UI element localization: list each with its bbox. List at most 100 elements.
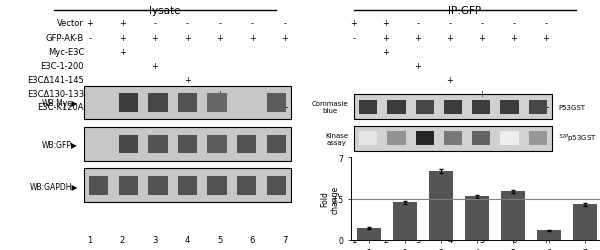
Text: lysate: lysate — [149, 6, 181, 16]
Text: Commasie
blue: Commasie blue — [311, 101, 348, 114]
Text: 5: 5 — [479, 236, 485, 244]
Bar — [538, 230, 560, 240]
Text: 3: 3 — [415, 236, 421, 244]
Bar — [500, 100, 519, 114]
Bar — [416, 100, 434, 114]
Bar — [89, 176, 109, 195]
Bar — [148, 176, 167, 195]
Bar — [387, 100, 406, 114]
Bar — [444, 100, 462, 114]
Bar — [466, 196, 488, 240]
Text: E3C-K120A: E3C-K120A — [38, 103, 84, 112]
Bar — [84, 86, 291, 120]
Bar — [472, 132, 490, 145]
Text: Myc-E3C: Myc-E3C — [47, 48, 84, 57]
Text: 6: 6 — [250, 236, 255, 244]
Text: -: - — [512, 19, 515, 28]
Bar — [394, 202, 416, 240]
Text: GFP-AK-B: GFP-AK-B — [46, 34, 84, 43]
Text: WB:GFP▶: WB:GFP▶ — [42, 140, 78, 149]
Text: -: - — [449, 19, 452, 28]
Bar — [119, 176, 138, 195]
Text: +: + — [383, 34, 389, 43]
Text: +: + — [383, 48, 389, 57]
Text: +: + — [511, 34, 517, 43]
Bar — [178, 94, 197, 112]
Bar — [416, 132, 434, 145]
Text: IP:GFP: IP:GFP — [448, 6, 482, 16]
Bar — [359, 132, 377, 145]
Text: -: - — [353, 34, 355, 43]
Text: 2: 2 — [120, 236, 125, 244]
Text: +: + — [415, 62, 421, 71]
Text: -: - — [416, 19, 419, 28]
Text: -: - — [154, 19, 157, 28]
Bar — [500, 132, 519, 145]
Bar — [529, 132, 547, 145]
Text: -: - — [251, 19, 254, 28]
Text: -: - — [284, 19, 287, 28]
Text: P53GST: P53GST — [558, 104, 585, 110]
Bar — [354, 95, 552, 120]
Text: -: - — [218, 19, 221, 28]
Bar — [178, 135, 197, 154]
Bar — [472, 100, 490, 114]
Bar — [358, 228, 381, 240]
Bar — [178, 176, 197, 195]
Text: +: + — [217, 34, 223, 43]
Text: +: + — [152, 34, 158, 43]
Text: +: + — [119, 48, 126, 57]
Bar — [502, 192, 524, 240]
Text: E3CΔ130-133: E3CΔ130-133 — [27, 89, 84, 98]
Bar — [354, 126, 552, 151]
Text: Kinase
assay: Kinase assay — [325, 132, 348, 145]
Bar — [148, 135, 167, 154]
Text: +: + — [542, 34, 550, 43]
Bar — [84, 169, 291, 202]
Text: 6: 6 — [511, 236, 517, 244]
Text: +: + — [86, 19, 94, 28]
Text: $^{32P}$p53GST: $^{32P}$p53GST — [558, 132, 597, 145]
Text: E3C-1-200: E3C-1-200 — [41, 62, 84, 71]
Bar — [84, 128, 291, 161]
Text: 5: 5 — [217, 236, 223, 244]
Bar — [387, 132, 406, 145]
Text: 1: 1 — [88, 236, 92, 244]
Bar — [119, 135, 138, 154]
Text: WB:GAPDH▶: WB:GAPDH▶ — [29, 181, 78, 190]
Bar — [208, 176, 227, 195]
Bar — [148, 94, 167, 112]
Text: E3CΔ141-145: E3CΔ141-145 — [27, 76, 84, 84]
Text: -: - — [89, 34, 91, 43]
Bar — [266, 135, 286, 154]
Text: +: + — [479, 34, 485, 43]
Text: +: + — [281, 103, 289, 112]
Text: +: + — [249, 34, 256, 43]
Bar — [208, 135, 227, 154]
Bar — [529, 100, 547, 114]
Text: 2: 2 — [383, 236, 389, 244]
Text: +: + — [383, 19, 389, 28]
Text: +: + — [281, 34, 289, 43]
Text: +: + — [479, 89, 485, 98]
Text: -: - — [186, 19, 189, 28]
Text: +: + — [119, 34, 126, 43]
Bar — [359, 100, 377, 114]
Text: -: - — [545, 19, 548, 28]
Bar — [237, 135, 256, 154]
Text: +: + — [119, 19, 126, 28]
Text: +: + — [152, 62, 158, 71]
Text: 4: 4 — [185, 236, 190, 244]
Text: +: + — [184, 76, 191, 84]
Text: 7: 7 — [544, 236, 548, 244]
Text: +: + — [542, 103, 550, 112]
Text: Vector: Vector — [57, 19, 84, 28]
Text: +: + — [350, 19, 358, 28]
Bar — [266, 94, 286, 112]
Bar — [430, 172, 452, 240]
Bar — [444, 132, 462, 145]
Bar — [266, 176, 286, 195]
Text: WB:Myc▶: WB:Myc▶ — [42, 99, 78, 108]
Text: 1: 1 — [352, 236, 356, 244]
Y-axis label: Fold
change: Fold change — [320, 185, 340, 213]
